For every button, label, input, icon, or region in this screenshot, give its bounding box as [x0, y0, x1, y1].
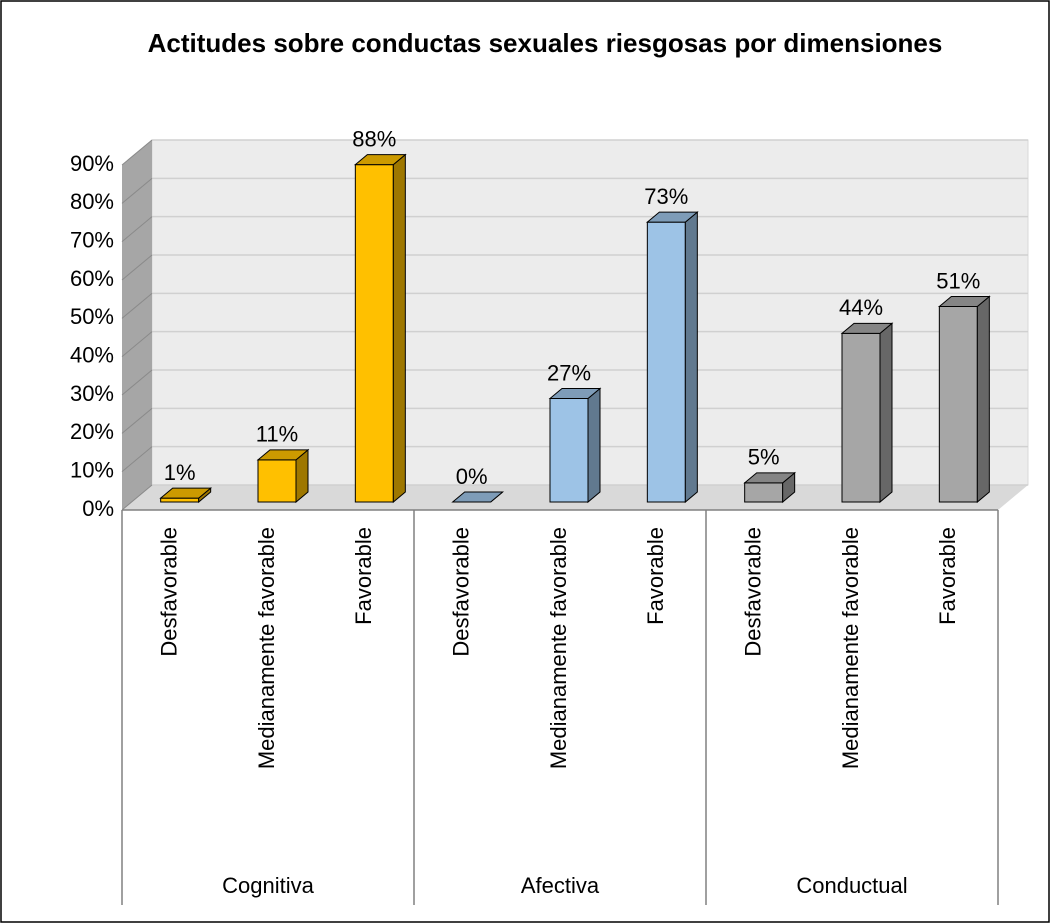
bar-side	[976, 295, 990, 504]
bar-front	[646, 221, 686, 503]
bar-side	[879, 322, 893, 504]
x-tick-label: Favorable	[935, 527, 960, 625]
bar-top	[840, 322, 894, 334]
grid-line-side	[121, 369, 153, 396]
grid-line-side	[121, 254, 153, 281]
y-tick-label: 20%	[70, 419, 114, 444]
bar	[743, 471, 797, 504]
y-tick-label: 70%	[70, 227, 114, 252]
bar	[937, 295, 991, 504]
x-tick-label: Desfavorable	[156, 527, 181, 657]
bar-top	[937, 296, 991, 307]
group-label: Cognitiva	[222, 873, 314, 898]
x-tick-label: Desfavorable	[448, 527, 473, 657]
value-label: 73%	[644, 184, 688, 209]
y-tick-label: 80%	[70, 189, 114, 214]
value-label: 88%	[352, 126, 396, 151]
y-tick-label: 0%	[82, 496, 114, 521]
value-label: 5%	[748, 445, 780, 470]
y-tick-label: 30%	[70, 381, 114, 406]
y-tick-label: 50%	[70, 304, 114, 329]
bar-front	[744, 482, 784, 503]
value-label: 51%	[936, 268, 980, 293]
bar-top	[645, 211, 699, 223]
grid-line-side	[121, 446, 153, 473]
grid-line-side	[121, 177, 153, 204]
grid-line-side	[121, 139, 153, 166]
grid-line-side	[121, 407, 153, 434]
bar-front	[841, 332, 881, 503]
bar-side	[684, 211, 698, 504]
bar	[353, 153, 407, 504]
bar-top	[353, 154, 407, 166]
x-tick-label: Favorable	[351, 527, 376, 625]
y-tick-label: 90%	[70, 151, 114, 176]
value-label: 11%	[256, 422, 298, 447]
bar-top	[743, 472, 797, 484]
grid-line-side	[121, 331, 153, 358]
grid-line-side	[121, 484, 153, 511]
x-tick-label: Favorable	[643, 527, 668, 625]
bar-side	[587, 387, 601, 504]
bar-top	[159, 487, 213, 499]
grid-line-side	[121, 216, 153, 243]
x-tick-label: Medianamente favorable	[838, 527, 863, 769]
bar-front	[160, 497, 200, 503]
bar	[159, 487, 213, 504]
y-tick-label: 40%	[70, 342, 114, 367]
value-label: 0%	[456, 464, 488, 489]
bar	[256, 448, 310, 504]
y-tick-label: 60%	[70, 266, 114, 291]
bar	[548, 387, 602, 504]
x-tick-label: Desfavorable	[740, 527, 765, 657]
bar-front	[938, 306, 978, 503]
grid-line-side	[121, 292, 153, 319]
chart-title: Actitudes sobre conductas sexuales riesg…	[147, 28, 943, 58]
group-label: Conductual	[796, 873, 907, 898]
value-label: 44%	[839, 295, 883, 320]
side-wall	[122, 140, 152, 510]
bar	[840, 322, 894, 504]
bar-top	[548, 388, 602, 399]
bar-front	[257, 459, 297, 503]
bar-front	[549, 398, 589, 503]
y-tick-label: 10%	[70, 457, 114, 482]
bar	[451, 491, 505, 503]
bar-front	[354, 164, 394, 503]
x-tick-label: Medianamente favorable	[546, 527, 571, 769]
bar	[645, 211, 699, 504]
value-label: 27%	[547, 360, 591, 385]
bar-top	[451, 491, 505, 503]
x-tick-label: Medianamente favorable	[254, 527, 279, 769]
bar-top	[256, 449, 310, 461]
value-label: 1%	[164, 460, 196, 485]
group-label: Afectiva	[521, 873, 600, 898]
bar-side	[392, 153, 406, 504]
